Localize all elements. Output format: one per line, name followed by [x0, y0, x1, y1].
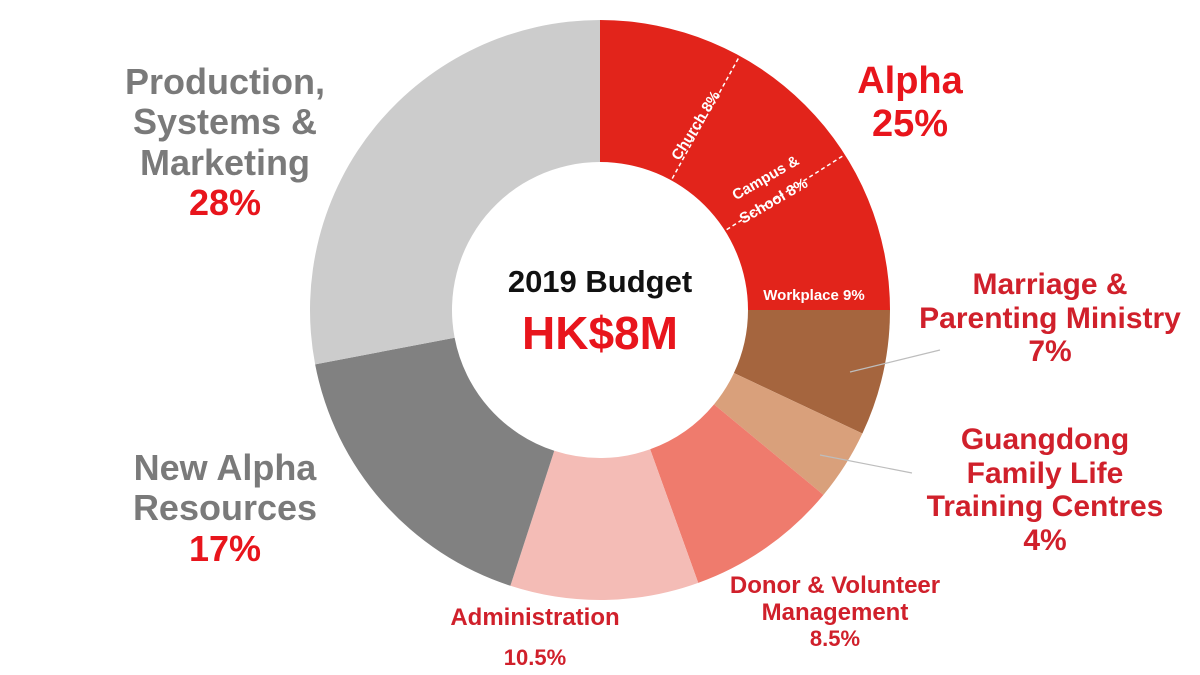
- label-resources-line1: New Alpha: [133, 447, 317, 488]
- leader-line-guangdong: [819, 454, 913, 474]
- label-alpha-name: Alpha: [857, 60, 963, 102]
- label-guangdong-line1: Guangdong: [960, 423, 1130, 456]
- label-production-pct: 28%: [188, 181, 262, 223]
- center-value: HK$8M: [522, 307, 678, 359]
- alpha-sub-divider-1: [671, 57, 740, 179]
- label-alpha: Alpha 25%: [840, 60, 980, 145]
- label-donor-line1: Donor & Volunteer: [729, 572, 941, 599]
- label-guangdong-line2: Family Life: [966, 456, 1124, 490]
- label-resources-pct: 17%: [188, 527, 262, 569]
- label-guangdong-pct: 4%: [1023, 523, 1067, 557]
- leader-line-marriage: [849, 349, 941, 373]
- slice-admin: [510, 449, 699, 600]
- label-admin-name: Administration: [450, 604, 620, 631]
- slice-guangdong: [714, 373, 863, 495]
- label-marriage-line2: Parenting Ministry: [919, 301, 1181, 335]
- label-marriage-line1: Marriage &: [972, 268, 1128, 301]
- label-donor-pct: 8.5%: [809, 625, 861, 651]
- label-admin: Administration 10.5%: [425, 604, 645, 671]
- slice-donor: [650, 404, 824, 583]
- slice-alpha: [600, 20, 890, 310]
- label-guangdong-line3: Training Centres: [926, 490, 1164, 524]
- label-donor-line2: Management: [761, 598, 909, 626]
- label-marriage-pct: 7%: [1028, 335, 1072, 369]
- alpha-sub-label-workplace: Workplace 9%: [763, 287, 864, 304]
- label-marriage: Marriage & Parenting Ministry 7%: [905, 268, 1195, 369]
- label-production-line2: Systems &: [132, 101, 318, 143]
- label-resources: New Alpha Resources 17%: [105, 447, 345, 569]
- label-guangdong: Guangdong Family Life Training Centres 4…: [905, 423, 1185, 557]
- label-production: Production, Systems & Marketing 28%: [100, 61, 350, 223]
- alpha-sub-divider-2: [726, 155, 844, 231]
- label-alpha-pct: 25%: [871, 102, 949, 145]
- label-production-line1: Production,: [125, 61, 325, 102]
- label-admin-pct: 10.5%: [503, 644, 567, 670]
- slice-production: [310, 20, 600, 365]
- center-title: 2019 Budget: [507, 264, 693, 299]
- label-resources-line2: Resources: [132, 487, 318, 529]
- label-production-line3: Marketing: [139, 141, 311, 183]
- slice-marriage: [733, 310, 890, 434]
- label-donor: Donor & Volunteer Management 8.5%: [710, 572, 960, 651]
- slice-resources: [315, 337, 555, 586]
